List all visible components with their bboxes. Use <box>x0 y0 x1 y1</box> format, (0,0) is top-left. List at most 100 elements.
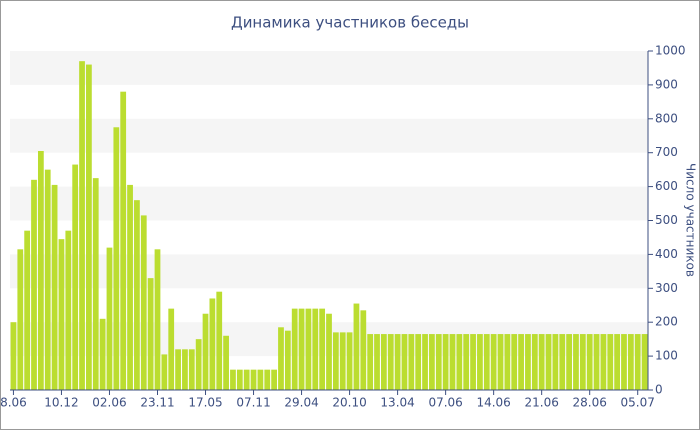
bar <box>422 334 428 390</box>
bar <box>573 334 579 390</box>
bar <box>511 334 518 390</box>
bar <box>202 313 209 390</box>
bar <box>195 339 202 390</box>
x-tick-label: 8.06 <box>0 396 27 410</box>
bar <box>374 334 380 390</box>
bar <box>182 349 188 390</box>
bar <box>223 335 229 390</box>
y-tick-label: 500 <box>655 213 678 227</box>
y-tick-label: 900 <box>655 77 678 91</box>
bar <box>449 334 456 390</box>
grid-band <box>10 51 648 85</box>
grid-band <box>10 186 648 221</box>
bar <box>127 184 133 390</box>
bar <box>367 334 374 390</box>
x-tick-label: 29.04 <box>284 396 318 410</box>
y-axis-label: Число участников <box>684 163 698 277</box>
bar <box>113 127 120 391</box>
bar <box>634 334 641 390</box>
bar <box>312 308 319 390</box>
y-tick-label: 200 <box>655 315 678 329</box>
bar <box>627 334 634 390</box>
y-tick-label: 700 <box>655 145 678 159</box>
x-tick-label: 07.11 <box>236 396 270 410</box>
bar <box>230 369 236 390</box>
bar <box>641 334 648 390</box>
bar <box>264 369 271 390</box>
bar <box>559 334 566 390</box>
chart-title: Динамика участников беседы <box>231 14 469 32</box>
x-tick-label: 23.11 <box>140 396 174 410</box>
bar <box>415 334 422 390</box>
bar <box>236 369 243 390</box>
bar <box>154 249 161 390</box>
bar <box>614 334 621 390</box>
bar <box>278 327 284 390</box>
y-tick-label: 0 <box>655 383 663 397</box>
bar <box>552 334 559 390</box>
bar <box>545 334 552 390</box>
bar <box>24 230 31 390</box>
bar <box>586 334 593 390</box>
x-tick-label: 02.06 <box>92 396 126 410</box>
bar <box>326 313 332 390</box>
bar <box>490 334 497 390</box>
y-tick-label: 100 <box>655 349 678 363</box>
y-tick-label: 400 <box>655 247 678 261</box>
bar <box>291 308 298 390</box>
bar <box>600 334 607 390</box>
bar <box>175 349 181 390</box>
bar <box>456 334 463 390</box>
x-tick-label: 13.04 <box>380 396 414 410</box>
bar <box>429 334 435 390</box>
bar <box>120 91 127 391</box>
bar <box>463 334 470 390</box>
y-tick-label: 800 <box>655 111 678 125</box>
x-tick-label: 21.06 <box>524 396 558 410</box>
y-tick-label: 300 <box>655 281 678 295</box>
bar <box>161 354 168 390</box>
bar <box>531 334 538 390</box>
bar <box>99 318 106 390</box>
bar <box>44 169 51 390</box>
bar <box>394 334 401 390</box>
bar <box>305 308 312 390</box>
x-tick-label: 10.12 <box>44 396 78 410</box>
bar <box>134 200 140 390</box>
bar <box>250 369 257 390</box>
x-tick-label: 20.10 <box>332 396 366 410</box>
bar <box>360 310 367 390</box>
bar <box>37 151 44 390</box>
bar <box>284 330 291 390</box>
bar <box>92 178 99 390</box>
bar <box>408 334 415 390</box>
bar <box>168 308 175 390</box>
bar <box>504 334 511 390</box>
bar <box>257 369 264 390</box>
bar <box>401 334 408 390</box>
bar <box>477 334 483 390</box>
x-tick-label: 07.06 <box>428 396 462 410</box>
bar <box>353 303 360 390</box>
bar <box>332 332 339 390</box>
bar <box>579 334 586 390</box>
bar <box>607 334 614 390</box>
y-tick-label: 1000 <box>655 44 686 58</box>
bar <box>106 247 113 390</box>
bar <box>79 61 85 391</box>
bar <box>147 278 154 390</box>
y-tick-label: 600 <box>655 179 678 193</box>
bar <box>381 334 387 390</box>
bar <box>346 332 353 390</box>
bar <box>216 291 223 390</box>
bar <box>51 184 58 390</box>
bar <box>518 334 524 390</box>
bar <box>243 369 250 390</box>
bar <box>209 298 216 390</box>
bar <box>435 334 442 390</box>
bar <box>58 239 65 390</box>
bar <box>483 334 490 390</box>
x-tick-label: 28.06 <box>573 396 607 410</box>
bar <box>271 369 277 390</box>
